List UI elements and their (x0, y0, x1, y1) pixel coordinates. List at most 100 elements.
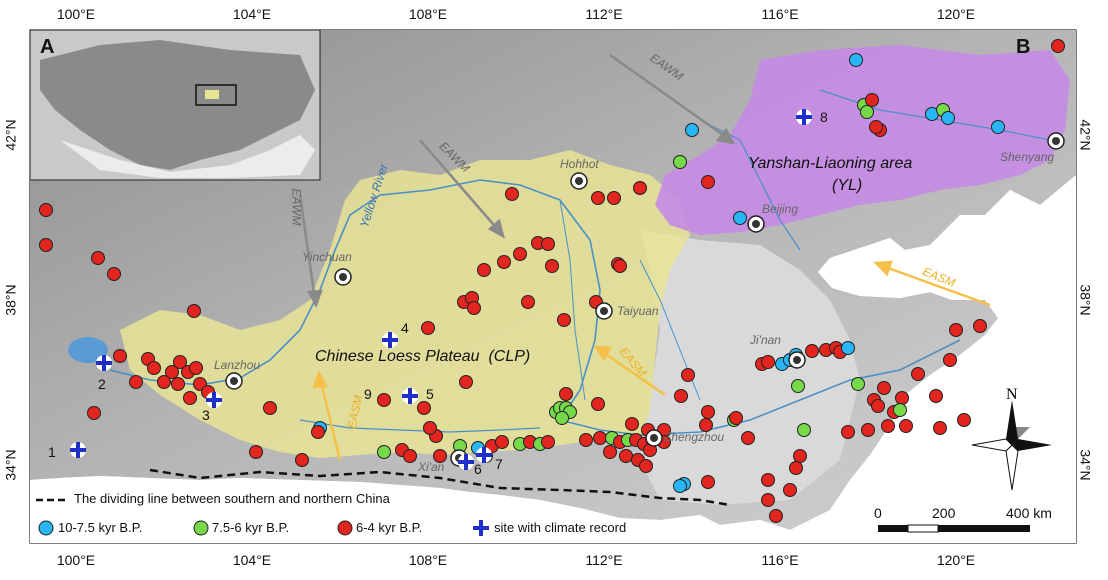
city-marker (788, 351, 806, 369)
site-marker-red (113, 349, 127, 363)
site-marker-red (421, 321, 435, 335)
site-marker-red (761, 473, 775, 487)
city-label: Zhengzhou (664, 430, 725, 444)
site-marker-red (249, 445, 263, 459)
site-marker-red (183, 391, 197, 405)
clp-name: Chinese Loess Plateau (315, 348, 480, 365)
city-label: Lanzhou (214, 358, 261, 372)
site-marker-green (797, 423, 811, 437)
climate-record-cross (476, 447, 492, 463)
lon-tick-top: 100°E (56, 6, 96, 22)
climate-record-markers (70, 109, 812, 470)
site-marker-red (165, 365, 179, 379)
easm-arrow (312, 369, 342, 461)
site-marker-red (495, 435, 509, 449)
panel-letter-b: B (1016, 36, 1031, 58)
site-marker-red (377, 393, 391, 407)
site-marker-red (625, 417, 639, 431)
legend-group3: 6-4 kyr B.P. (356, 520, 423, 535)
legend-red-marker (337, 520, 353, 536)
lat-tick-right: 34°N (1077, 449, 1094, 481)
site-marker-red (129, 375, 143, 389)
inset-land (40, 40, 315, 170)
site-marker-red (545, 259, 559, 273)
site-marker-red (881, 419, 895, 433)
site-marker-red (783, 483, 797, 497)
legend-green-marker (193, 520, 209, 536)
site-number: 7 (495, 456, 503, 472)
site-marker-red (789, 461, 803, 475)
north-label: N (1006, 386, 1018, 403)
site-marker-red (633, 181, 647, 195)
lon-tick-top: 112°E (585, 6, 623, 22)
climate-record-cross (96, 355, 112, 371)
city-markers (225, 132, 1065, 467)
site-marker-green (851, 377, 865, 391)
site-marker-red (674, 389, 688, 403)
lon-tick-bottom: 104°E (232, 552, 272, 568)
site-marker-red (793, 449, 807, 463)
legend-blue-marker (38, 520, 54, 536)
site-marker-red (311, 425, 325, 439)
loess-plateau-area (120, 150, 690, 458)
site-marker-red (187, 304, 201, 318)
site-marker-red (521, 295, 535, 309)
site-marker-red (911, 367, 925, 381)
site-marker-red (933, 421, 947, 435)
site-marker-red (861, 423, 875, 437)
city-label: Xi'an (418, 460, 445, 474)
site-marker-red (423, 421, 437, 435)
easm-arrow (873, 260, 991, 307)
city-marker (747, 215, 765, 233)
site-marker-blue (673, 479, 687, 493)
site-marker-blue (841, 341, 855, 355)
region-label-yl: Yanshan-Liaoning area (748, 155, 913, 172)
region-label-yl-abbr: (YL) (832, 177, 863, 194)
site-number: 6 (474, 461, 482, 477)
site-marker-red (701, 475, 715, 489)
region-label-clp: Chinese Loess Plateau (CLP) (315, 348, 530, 366)
north-arrow (971, 400, 1052, 491)
city-marker (570, 172, 588, 190)
lat-tick-left: 34°N (2, 449, 19, 481)
site-marker-green (377, 445, 391, 459)
site-number: 4 (401, 320, 409, 336)
site-marker-red (613, 259, 627, 273)
city-label: Yinchuan (302, 250, 352, 264)
site-marker-green (860, 105, 874, 119)
site-marker-red (593, 431, 607, 445)
climate-record-cross (70, 442, 86, 458)
lon-tick-bottom: 100°E (56, 552, 96, 568)
site-marker-red (639, 459, 653, 473)
city-label: Shenyang (1000, 150, 1055, 164)
site-marker-red (591, 191, 605, 205)
site-marker-red (467, 301, 481, 315)
climate-record-cross (206, 392, 222, 408)
site-marker-red (39, 203, 53, 217)
site-marker-red (295, 453, 309, 467)
site-marker-red (741, 431, 755, 445)
site-marker-red (865, 93, 879, 107)
site-marker-red (477, 263, 491, 277)
legend-cross-marker (473, 520, 489, 536)
city-label: Ji'nan (750, 333, 781, 347)
site-marker-red (929, 389, 943, 403)
site-marker-red (541, 237, 555, 251)
climate-record-cross (402, 388, 418, 404)
city-marker (1047, 132, 1065, 150)
site-number: 9 (364, 386, 372, 402)
panel-letter-a: A (40, 36, 55, 58)
site-marker-red (681, 368, 695, 382)
site-marker-red (899, 419, 913, 433)
climate-record-cross (458, 454, 474, 470)
site-marker-red (701, 405, 715, 419)
site-marker-red (841, 425, 855, 439)
lat-tick-right: 42°N (1077, 119, 1094, 151)
yanshan-liaoning-area (655, 45, 1070, 235)
site-marker-red (107, 267, 121, 281)
site-marker-red (87, 406, 101, 420)
site-marker-red (943, 353, 957, 367)
lon-tick-bottom: 112°E (585, 552, 623, 568)
lon-tick-bottom: 116°E (761, 552, 799, 568)
